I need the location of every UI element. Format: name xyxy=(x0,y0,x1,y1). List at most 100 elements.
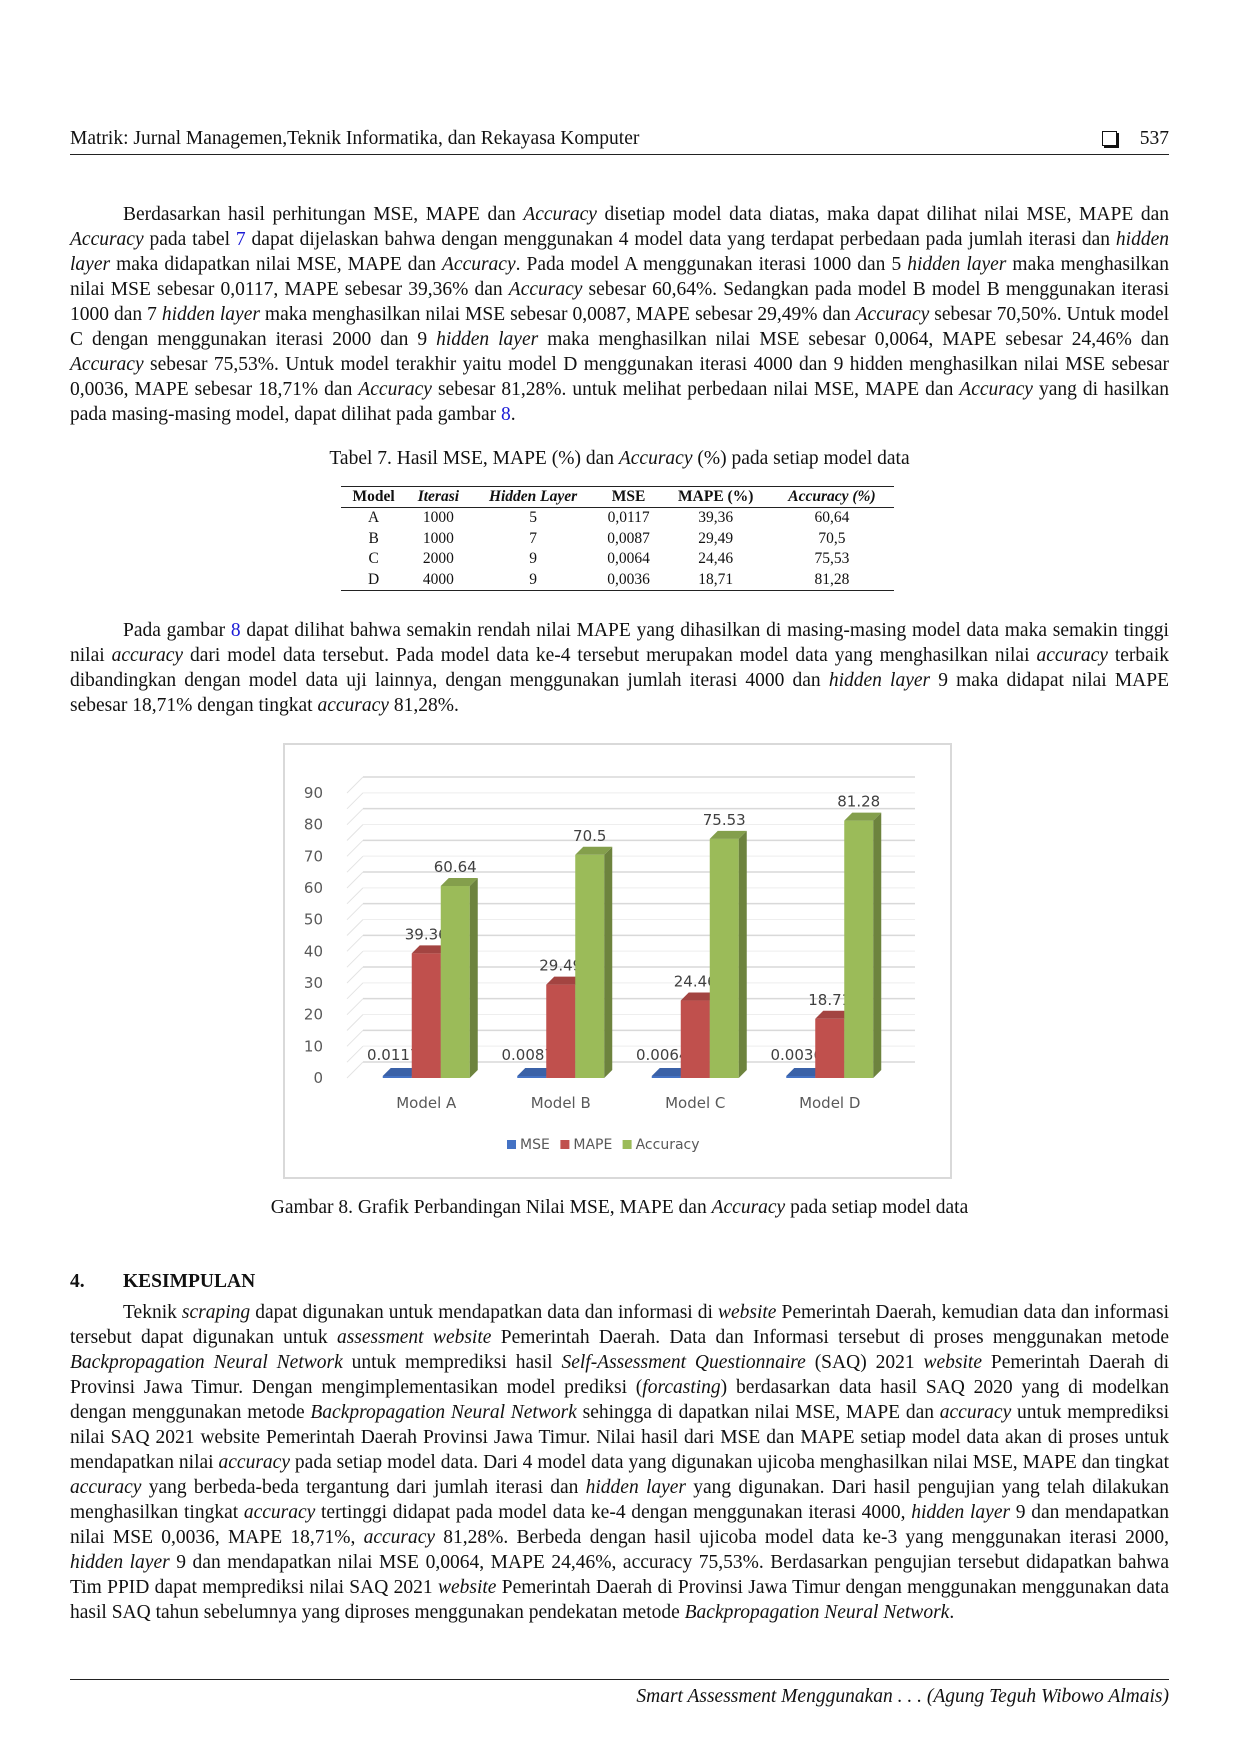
bar-side xyxy=(738,830,747,1078)
legend-label: MAPE xyxy=(573,1137,612,1153)
data-label: 0.0117 xyxy=(367,1046,420,1064)
grid-diagonal xyxy=(346,887,364,905)
text-run: terbaik dibandingkan dengan model data u… xyxy=(70,645,1169,691)
bar-accuracy xyxy=(575,854,605,1078)
text-run: 9 dan mendapatkan nilai MSE 0,0036, MAPE… xyxy=(70,1502,1169,1548)
grid-diagonal xyxy=(346,792,364,810)
cross-reference-link[interactable]: 8 xyxy=(230,620,241,641)
y-tick-label: 90 xyxy=(304,784,323,802)
text-run: dari model data tersebut. Pada model dat… xyxy=(183,645,1037,666)
table-cell: 2000 xyxy=(422,550,454,567)
bar-mape xyxy=(680,1000,710,1078)
italic-term: accuracy xyxy=(70,1477,142,1498)
grid-diagonal xyxy=(346,1061,364,1079)
text-run: Teknik xyxy=(123,1302,182,1323)
italic-term: Accuracy xyxy=(442,254,516,275)
cross-reference-link[interactable]: 7 xyxy=(235,229,246,250)
grid-diagonal xyxy=(346,839,364,857)
column-header: Hidden Layer xyxy=(470,486,596,508)
x-tick-label: Model B xyxy=(531,1094,591,1112)
section-heading: 4. KESIMPULAN xyxy=(70,1271,255,1293)
bar-mse xyxy=(517,1076,547,1078)
running-footer: Smart Assessment Menggunakan . . . (Agun… xyxy=(70,1679,1169,1708)
y-tick-label: 80 xyxy=(304,816,323,834)
italic-term: hidden layer xyxy=(828,670,931,691)
bar-mse xyxy=(786,1076,816,1078)
bar-accuracy xyxy=(844,820,874,1078)
italic-term: Backpropagation Neural Network xyxy=(684,1602,950,1623)
bar-top xyxy=(815,1010,853,1019)
running-header: Matrik: Jurnal Managemen,Teknik Informat… xyxy=(70,128,1169,155)
column-header: Iterasi xyxy=(406,486,471,508)
grid-diagonal xyxy=(346,1045,364,1063)
grid-diagonal xyxy=(346,903,364,921)
text-run: sehingga di dapatkan nilai MSE, MAPE dan xyxy=(576,1402,940,1423)
table-row: A 1000 5 0,0117 39,36 60,64 xyxy=(341,508,894,529)
text-run: . xyxy=(949,1602,955,1623)
bar-top xyxy=(651,1068,689,1076)
text-run: sebesar 75,53%. Untuk model terakhir yai… xyxy=(70,354,1169,400)
bar-top xyxy=(517,1068,555,1076)
legend-label: MSE xyxy=(520,1137,550,1153)
text-run: Tabel 7. Hasil MSE, MAPE (%) dan xyxy=(329,448,619,469)
text-run: dapat dilihat bahwa semakin rendah nilai… xyxy=(70,620,1169,666)
bar-mape xyxy=(411,953,441,1078)
table-cell: 75,53 xyxy=(814,550,850,567)
data-label: 60.64 xyxy=(434,858,477,876)
table-cell: A xyxy=(368,509,380,526)
column-header: Model xyxy=(341,486,407,508)
bar-side xyxy=(873,812,882,1078)
text-run: ) berdasarkan data hasil SAQ 2020 yang d… xyxy=(70,1377,1169,1423)
grid-diagonal xyxy=(346,950,364,968)
italic-term: hidden layer xyxy=(70,1552,170,1573)
table-cell: 0,0117 xyxy=(607,509,650,526)
table-row: C 2000 9 0,0064 24,46 75,53 xyxy=(341,549,894,570)
section-number: 4. xyxy=(70,1271,85,1292)
italic-term: accuracy xyxy=(939,1402,1012,1423)
chart-svg: 0 10 20 30 40 50 60 70 80 90 Model A 0.0117 39.36 60.… xyxy=(304,776,915,1153)
figure-caption: Gambar 8. Grafik Perbandingan Nilai MSE,… xyxy=(70,1197,1169,1219)
y-tick-label: 40 xyxy=(304,942,323,960)
italic-term: Accuracy xyxy=(508,279,583,300)
italic-term: accuracy xyxy=(243,1502,316,1523)
text-run: Pemerintah Daerah, kemudian data dan inf… xyxy=(70,1302,1169,1348)
grid-diagonal xyxy=(346,776,364,794)
section-title: KESIMPULAN xyxy=(123,1271,256,1292)
text-run: pada setiap model data. Dari 4 model dat… xyxy=(289,1452,1169,1473)
journal-title: Matrik: Jurnal Managemen,Teknik Informat… xyxy=(70,128,640,149)
text-run: (%) pada setiap model data xyxy=(692,448,910,469)
italic-term: Accuracy xyxy=(711,1197,786,1218)
bar-top xyxy=(680,992,718,1001)
table-cell: 5 xyxy=(529,509,537,526)
table-cell: 81,28 xyxy=(814,570,850,588)
data-label: 70.5 xyxy=(573,827,606,845)
data-label: 18.71 xyxy=(808,991,851,1009)
text-run: 9 maka didapat nilai MAPE sebesar 18,71%… xyxy=(70,670,1169,716)
text-run: tertinggi didapat pada model data ke-4 d… xyxy=(315,1502,912,1523)
italic-term: website xyxy=(923,1352,983,1373)
y-tick-label: 10 xyxy=(304,1037,323,1055)
data-label: 39.36 xyxy=(405,925,448,943)
table-cell: 4000 xyxy=(422,570,454,588)
legend-swatch xyxy=(507,1140,516,1149)
grid-diagonal xyxy=(346,966,364,984)
table-row: B 1000 7 0,0087 29,49 70,5 xyxy=(341,529,894,550)
italic-term: accuracy xyxy=(218,1452,290,1473)
data-label: 0.0036 xyxy=(771,1046,824,1064)
legend-label: Accuracy xyxy=(636,1137,700,1153)
text-run: 81,28%. Berbeda dengan hasil ujicoba mod… xyxy=(435,1527,1169,1548)
italic-term: website xyxy=(437,1577,497,1598)
x-tick-label: Model D xyxy=(799,1094,860,1112)
italic-term: Accuracy xyxy=(618,448,693,469)
cross-reference-link[interactable]: 8 xyxy=(501,404,511,425)
square-icon xyxy=(1102,131,1117,146)
italic-term: Accuracy xyxy=(70,354,144,375)
text-run: Pemerintah Daerah. Data dan Informasi te… xyxy=(491,1327,1170,1348)
grid-diagonal xyxy=(346,808,364,826)
text-run: Pada gambar xyxy=(123,620,231,641)
y-tick-label: 0 xyxy=(313,1069,323,1087)
data-label: 24.46 xyxy=(674,973,717,991)
italic-term: hidden layer xyxy=(161,304,260,325)
italic-term: hidden layer xyxy=(585,1477,687,1498)
bar-chart: 0 10 20 30 40 50 60 70 80 90 Model A 0.0117 39.36 60.… xyxy=(283,743,952,1179)
